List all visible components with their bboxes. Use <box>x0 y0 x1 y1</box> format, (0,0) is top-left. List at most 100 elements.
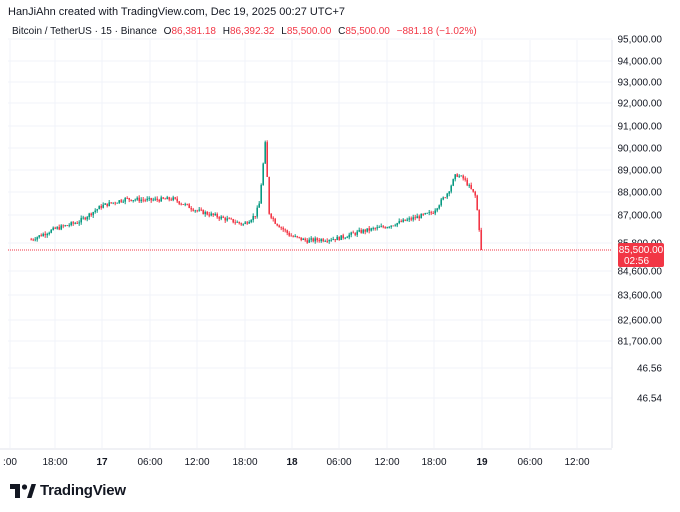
candle-body <box>306 240 308 243</box>
candle-body <box>140 199 142 202</box>
candle-body <box>254 216 256 217</box>
candle-body <box>234 222 236 224</box>
candle-body <box>432 213 434 214</box>
candle-body <box>58 227 60 230</box>
candle-body <box>40 235 42 237</box>
candle-body <box>450 185 452 192</box>
candle-body <box>94 210 96 213</box>
candle-body <box>38 235 40 238</box>
candle-body <box>274 218 276 224</box>
price-tick-label: 87,000.00 <box>618 211 663 222</box>
tradingview-logo[interactable]: TradingView <box>10 482 126 499</box>
candle-body <box>406 219 408 221</box>
candle-body <box>34 239 36 241</box>
candle-body <box>372 228 374 229</box>
candle-body <box>32 239 34 241</box>
price-tick-label: 81,700.00 <box>618 337 663 348</box>
tradingview-logo-icon <box>10 483 36 498</box>
candle-body <box>392 225 394 227</box>
candle-body <box>408 218 410 220</box>
candle-body <box>308 239 310 243</box>
candle-body <box>354 233 356 235</box>
time-axis[interactable]: :00 18:00 17 06:00 12:00 18:00 18 06:00 12:00 18:… <box>3 457 590 468</box>
candle-body <box>268 176 270 214</box>
candle-body <box>244 222 246 224</box>
candle-body <box>110 202 112 204</box>
price-axis[interactable]: 95,000.00 94,000.00 93,000.00 92,000.00 91,0… <box>618 35 663 405</box>
candle-body <box>64 225 66 227</box>
candle-body <box>236 221 238 223</box>
symbol-label[interactable]: Bitcoin / TetherUS · 15 · Binance <box>12 26 157 37</box>
candle-body <box>90 213 92 216</box>
candle-body <box>74 223 76 224</box>
candle-body <box>184 203 186 205</box>
candle-body <box>70 222 72 226</box>
candle-body <box>326 241 328 242</box>
time-tick-label: :00 <box>3 457 17 468</box>
candle-body <box>350 232 352 235</box>
candle-body <box>386 227 388 229</box>
candle-body <box>362 229 364 233</box>
candle-body <box>466 179 468 186</box>
candle-body <box>334 239 336 241</box>
candle-body <box>248 221 250 224</box>
candle-body <box>270 213 272 218</box>
candle-body <box>128 198 130 200</box>
candle-body <box>214 213 216 215</box>
candle-body <box>442 197 444 200</box>
candle-body <box>68 225 70 226</box>
candle-body <box>278 225 280 228</box>
candle-body <box>390 225 392 227</box>
candle-body <box>242 223 244 225</box>
price-tick-label: 84,600.00 <box>618 267 663 278</box>
candle-body <box>360 230 362 233</box>
candle-body <box>172 197 174 201</box>
candle-body <box>220 216 222 219</box>
candle-body <box>118 200 120 203</box>
candle-body <box>144 199 146 201</box>
candle-body <box>364 229 366 232</box>
candle-body <box>224 217 226 221</box>
candle-body <box>456 174 458 177</box>
candle-body <box>448 191 450 194</box>
candle-body <box>328 240 330 242</box>
candle-body <box>396 223 398 226</box>
candle-body <box>428 212 430 214</box>
time-tick-label: 06:00 <box>517 457 542 468</box>
price-tick-label: 90,000.00 <box>618 144 663 155</box>
candle-body <box>208 214 210 216</box>
close-value: 85,500.00 <box>345 26 390 37</box>
time-tick-label: 12:00 <box>374 457 399 468</box>
candle-body <box>194 210 196 212</box>
candle-body <box>462 175 464 179</box>
time-tick-label: 18:00 <box>42 457 67 468</box>
candle-body <box>48 232 50 234</box>
candle-body <box>476 195 478 211</box>
candle-body <box>470 185 472 190</box>
candle-body <box>154 198 156 200</box>
candle-body <box>100 206 102 208</box>
candle-body <box>238 221 240 224</box>
candle-body <box>446 193 448 198</box>
low-value: 85,500.00 <box>286 26 332 37</box>
tradingview-wordmark: TradingView <box>40 482 126 499</box>
change-value: −881.18 (−1.02%) <box>396 26 477 37</box>
candle-body <box>188 204 190 209</box>
candle-body <box>272 217 274 219</box>
candle-body <box>170 199 172 201</box>
candle-body <box>346 237 348 239</box>
candle-body <box>150 198 152 201</box>
candle-body <box>76 223 78 224</box>
candle-body <box>260 184 262 204</box>
price-tick-label: 89,000.00 <box>618 166 663 177</box>
candle-body <box>478 210 480 230</box>
candle-body <box>116 202 118 204</box>
candle-body <box>104 203 106 205</box>
candle-body <box>190 208 192 210</box>
candle-body <box>142 199 144 201</box>
candle-body <box>298 236 300 238</box>
candle-body <box>264 142 266 164</box>
time-tick-label: 19 <box>476 457 488 468</box>
candle-body <box>246 222 248 224</box>
